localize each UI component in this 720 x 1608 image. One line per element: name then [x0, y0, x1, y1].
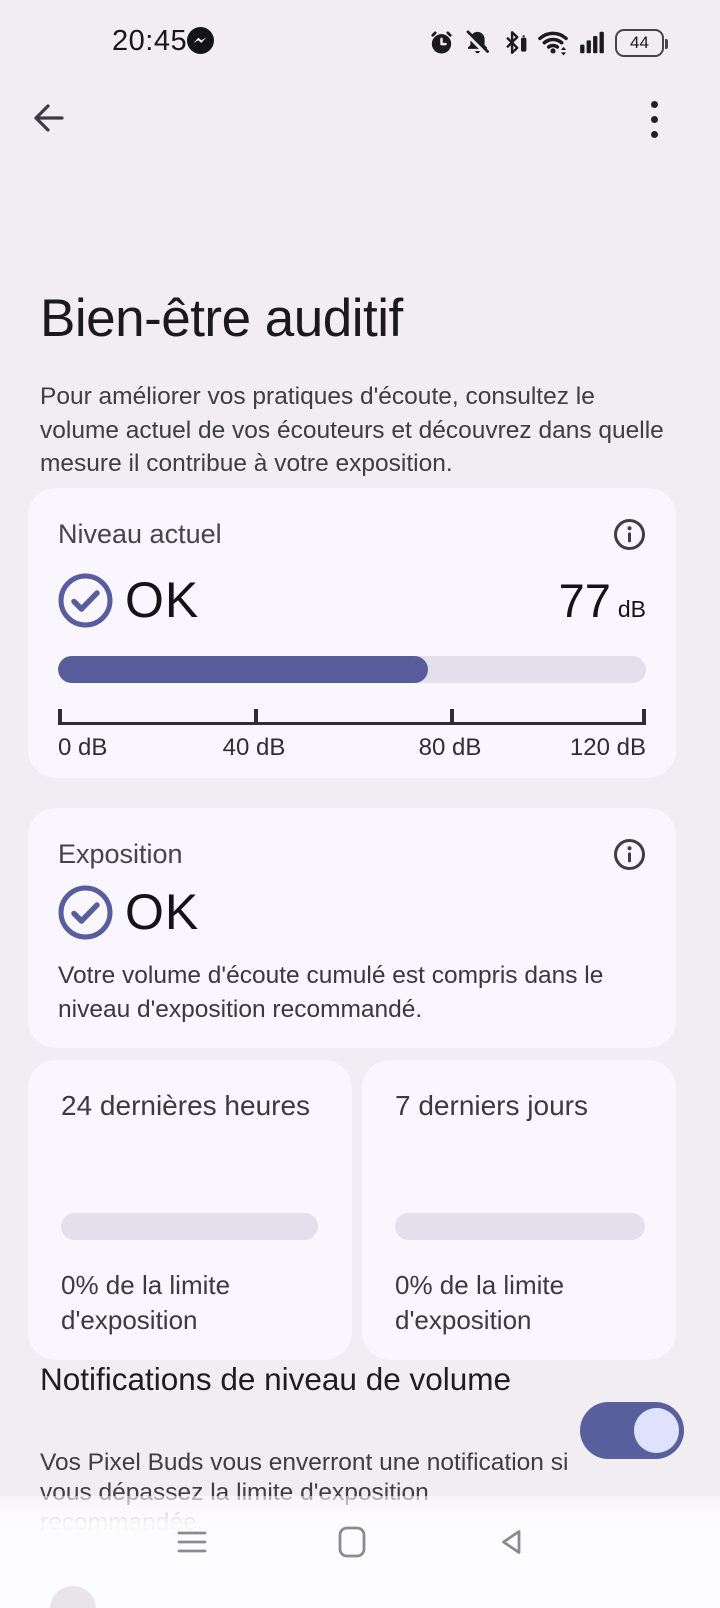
volume-notifications-toggle[interactable]: [580, 1402, 684, 1459]
current-level-value: 77: [558, 573, 611, 627]
last-24-hours-title: 24 dernières heures: [61, 1090, 311, 1121]
messenger-notification-icon: [187, 27, 214, 54]
scale-label-40: 40 dB: [222, 734, 286, 761]
check-circle-icon: [58, 573, 113, 627]
screen-corner-artifact: [50, 1586, 96, 1608]
scale-label-0: 0 dB: [58, 734, 108, 761]
exposure-description: Votre volume d'écoute cumulé est compris…: [58, 962, 604, 1023]
exposure-card: Exposition OK Votre volume d'écoute cumu…: [28, 808, 676, 1048]
wifi-icon: [538, 31, 568, 56]
last-7-days-label: 0% de la limite d'exposition: [395, 1270, 565, 1335]
current-level-card: Niveau actuel OK 77 dB: [28, 488, 676, 778]
status-bar: 20:45: [0, 0, 720, 64]
volume-notifications-title: Notifications de niveau de volume: [40, 1361, 512, 1397]
current-level-title: Niveau actuel: [58, 519, 222, 549]
current-level-unit: dB: [617, 595, 646, 622]
db-scale-labels: 0 dB 40 dB 80 dB 120 dB: [58, 734, 646, 764]
page-description: Pour améliorer vos pratiques d'écoute, c…: [40, 383, 664, 477]
last-7-days-card: 7 derniers jours 0% de la limite d'expos…: [362, 1060, 676, 1360]
clock: 20:45: [112, 25, 188, 57]
scale-label-80: 80 dB: [418, 734, 482, 761]
notifications-off-icon: [464, 30, 490, 56]
navigation-bar: [0, 1496, 720, 1608]
db-scale-ruler: [58, 709, 646, 725]
back-button[interactable]: [29, 99, 67, 137]
exposure-status: OK: [125, 884, 200, 940]
battery-percent: 44: [630, 32, 649, 52]
battery-icon: 44: [615, 28, 668, 57]
current-level-bar-fill: [58, 656, 429, 683]
last-7-days-title: 7 derniers jours: [395, 1090, 588, 1121]
toggle-thumb: [634, 1408, 679, 1453]
bluetooth-battery-icon: [506, 31, 527, 54]
last-24-hours-label: 0% de la limite d'exposition: [61, 1270, 231, 1335]
alarm-icon: [431, 31, 452, 54]
last-24-hours-card: 24 dernières heures 0% de la limite d'ex…: [28, 1060, 352, 1360]
current-level-bar: [58, 656, 646, 683]
signal-icon: [580, 31, 604, 54]
back-nav-button[interactable]: [484, 1514, 540, 1570]
info-icon[interactable]: [613, 518, 646, 551]
check-circle-icon: [58, 885, 113, 939]
page-title: Bien-être auditif: [40, 289, 403, 348]
current-level-status: OK: [125, 572, 200, 628]
last-24-hours-bar: [61, 1213, 318, 1240]
more-options-button[interactable]: [637, 100, 671, 138]
home-button[interactable]: [324, 1514, 380, 1570]
scale-label-120: 120 dB: [569, 734, 646, 761]
info-icon[interactable]: [613, 838, 646, 871]
recents-menu-button[interactable]: [164, 1514, 220, 1570]
last-7-days-bar: [395, 1213, 645, 1240]
exposure-title: Exposition: [58, 839, 183, 869]
